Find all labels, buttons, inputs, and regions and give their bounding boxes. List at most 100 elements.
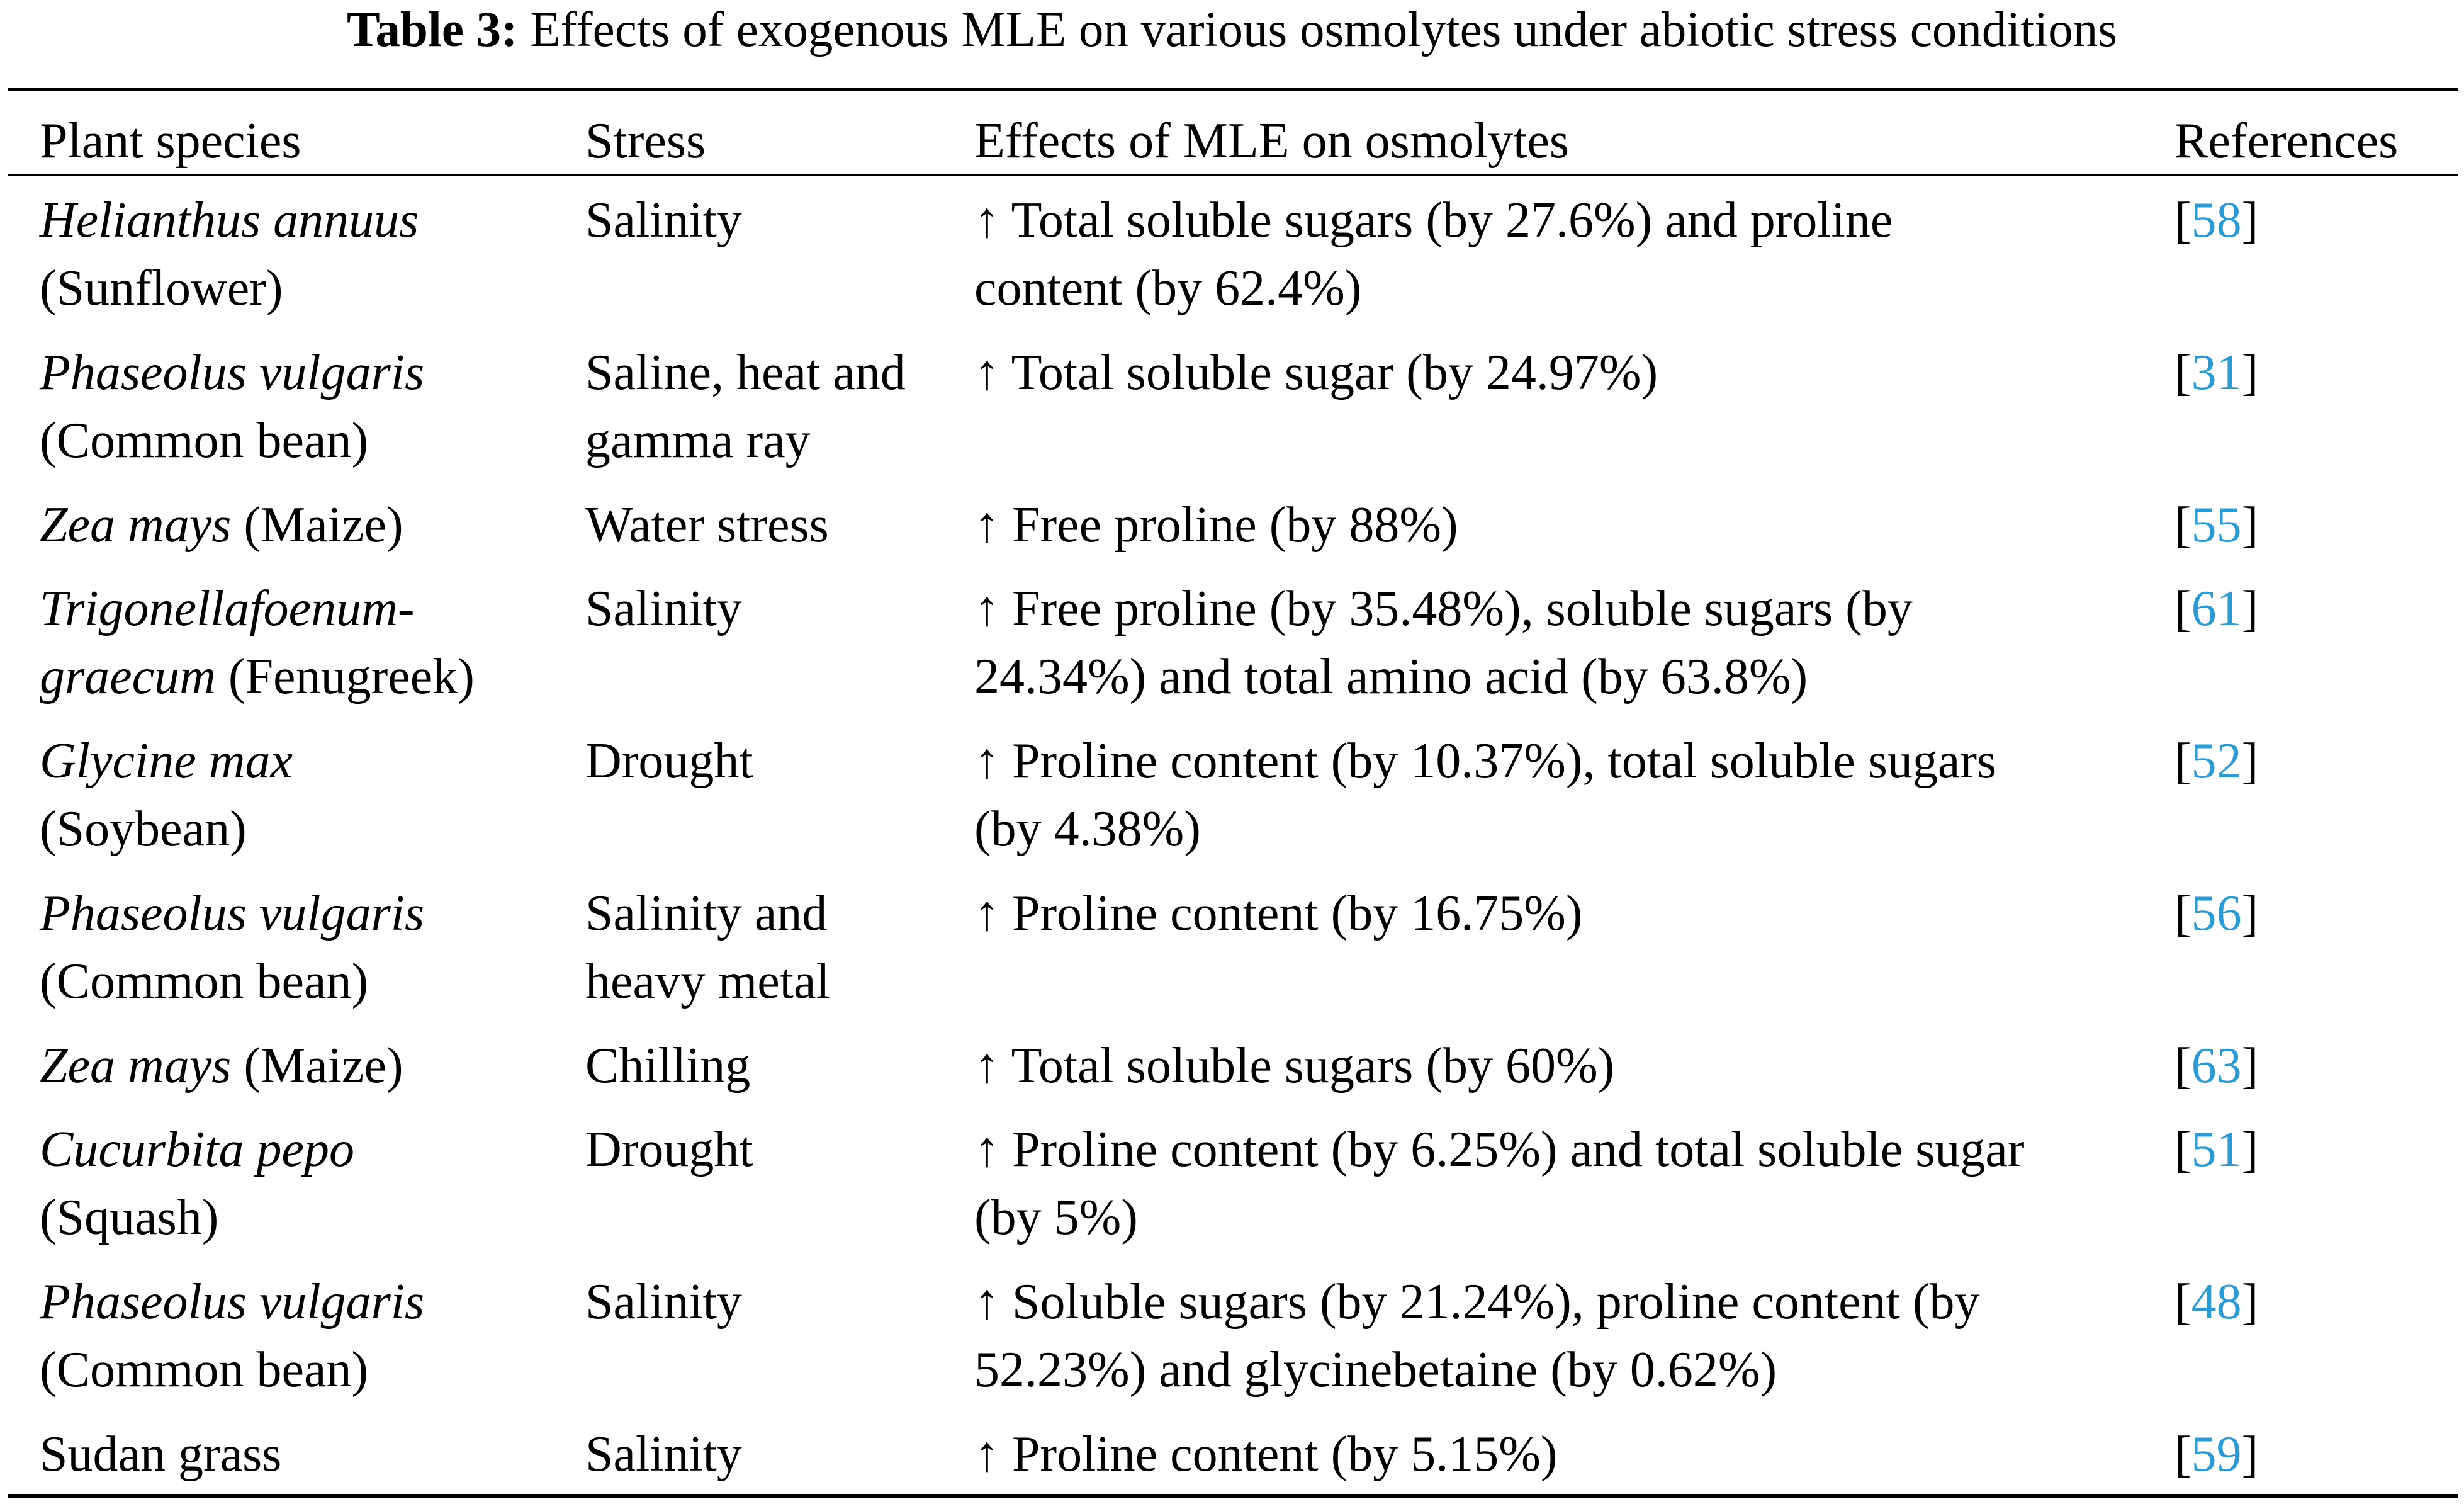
reference-link[interactable]: 58	[2191, 193, 2242, 248]
up-arrow-icon: ↑	[974, 886, 999, 941]
effect-line-2: 52.23%) and glycinebetaine (by 0.62%)	[974, 1342, 1777, 1398]
species-common-name: (Fenugreek)	[215, 649, 475, 704]
bracket-close: ]	[2241, 497, 2259, 553]
stress-line-1: Salinity	[585, 581, 742, 636]
reference-cell: [52]	[2174, 727, 2258, 795]
species-line-2: (Common bean)	[40, 1336, 368, 1404]
species-line-2: (Common bean)	[40, 947, 368, 1015]
reference-link[interactable]: 31	[2191, 345, 2242, 400]
bracket-open: [	[2174, 886, 2191, 941]
header-plant-species: Plant species	[40, 113, 301, 169]
table-caption: Table 3: Effects of exogenous MLE on var…	[0, 0, 2464, 60]
effect-line-2: (by 5%)	[974, 1190, 1138, 1245]
species-scientific-name: Phaseolus vulgaris	[40, 886, 425, 941]
species-line-2: (Sunflower)	[40, 254, 283, 322]
stress-line-1: Chilling	[585, 1038, 751, 1094]
species-common-name: (Maize)	[231, 497, 403, 553]
species-name: Sudan grass	[40, 1427, 282, 1482]
effect-line-2: (by 4.38%)	[974, 801, 1201, 857]
table-bottom-rule	[8, 1494, 2458, 1498]
stress-line-2: gamma ray	[585, 413, 811, 468]
species-line-1: Trigonellafoenum-	[40, 575, 415, 643]
stress-line-1: Drought	[585, 733, 753, 789]
bracket-open: [	[2174, 345, 2191, 400]
reference-link[interactable]: 61	[2191, 581, 2242, 636]
stress-line-1: Salinity	[585, 193, 742, 248]
reference-link[interactable]: 55	[2191, 497, 2242, 553]
bracket-open: [	[2174, 1427, 2191, 1482]
species-common-name: (Common bean)	[40, 413, 369, 468]
table-caption-text: Effects of exogenous MLE on various osmo…	[530, 3, 2117, 57]
reference-link[interactable]: 52	[2191, 733, 2242, 789]
species-line-2: (Soybean)	[40, 795, 247, 863]
bracket-close: ]	[2241, 733, 2259, 789]
effect-line-1: ↑ Proline content (by 10.37%), total sol…	[974, 727, 1996, 795]
species-common-name: (Common bean)	[40, 954, 369, 1009]
species-line-1: Helianthus annuus	[40, 186, 419, 254]
bracket-close: ]	[2241, 193, 2259, 248]
effect-line-1: ↑ Total soluble sugar (by 24.97%)	[974, 339, 1658, 407]
species-line-1: Glycine max	[40, 727, 293, 795]
effect-line-2: 24.34%) and total amino acid (by 63.8%)	[974, 649, 1808, 704]
reference-cell: [48]	[2174, 1268, 2258, 1336]
species-line-1: Phaseolus vulgaris	[40, 339, 424, 407]
reference-link[interactable]: 56	[2191, 886, 2242, 941]
effect-line-1: ↑ Proline content (by 16.75%)	[974, 879, 1582, 947]
effect-text: Proline content (by 5.15%)	[1012, 1427, 1558, 1482]
up-arrow-icon: ↑	[974, 1427, 999, 1482]
species-scientific-name: Phaseolus vulgaris	[40, 345, 425, 400]
effect-line-2: content (by 62.4%)	[974, 261, 1362, 316]
up-arrow-icon: ↑	[974, 581, 999, 636]
species-scientific-name: Cucurbita pepo	[40, 1122, 354, 1177]
up-arrow-icon: ↑	[974, 193, 999, 248]
stress-line-1: Water stress	[585, 497, 829, 553]
bracket-open: [	[2174, 1274, 2191, 1330]
reference-cell: [61]	[2174, 575, 2258, 643]
bracket-close: ]	[2241, 581, 2259, 636]
stress-line-1: Salinity	[585, 1274, 742, 1330]
stress-line-1: Salinity	[585, 1427, 742, 1482]
species-common-name: (Maize)	[231, 1038, 403, 1094]
bracket-close: ]	[2241, 1274, 2259, 1330]
species-scientific-name: Zea mays	[40, 1038, 232, 1094]
bracket-close: ]	[2241, 1038, 2259, 1094]
up-arrow-icon: ↑	[974, 1274, 999, 1330]
bracket-open: [	[2174, 193, 2191, 248]
reference-link[interactable]: 48	[2191, 1274, 2242, 1330]
up-arrow-icon: ↑	[974, 1122, 999, 1177]
effect-text: Total soluble sugar (by 24.97%)	[1011, 345, 1658, 400]
reference-link[interactable]: 59	[2191, 1427, 2242, 1482]
species-line-1: Phaseolus vulgaris	[40, 879, 424, 947]
header-references: References	[2174, 113, 2399, 169]
bracket-close: ]	[2241, 1427, 2259, 1482]
reference-cell: [59]	[2174, 1420, 2258, 1488]
table-caption-label: Table 3:	[347, 3, 518, 57]
species-scientific-name: Glycine max	[40, 733, 293, 789]
effect-text: Proline content (by 16.75%)	[1012, 886, 1583, 941]
effect-text: Proline content (by 10.37%), total solub…	[1012, 733, 1997, 789]
reference-cell: [55]	[2174, 491, 2258, 559]
stress-line-1: Drought	[585, 1122, 753, 1177]
reference-link[interactable]: 63	[2191, 1038, 2242, 1094]
effect-text: Free proline (by 35.48%), soluble sugars…	[1012, 581, 1913, 636]
bracket-open: [	[2174, 1122, 2191, 1177]
up-arrow-icon: ↑	[974, 733, 999, 789]
up-arrow-icon: ↑	[974, 345, 999, 400]
species-common-name: (Sunflower)	[40, 261, 283, 316]
bracket-close: ]	[2241, 345, 2259, 400]
reference-link[interactable]: 51	[2191, 1122, 2242, 1177]
effect-line-1: ↑ Total soluble sugars (by 27.6%) and pr…	[974, 186, 1893, 254]
effect-text: Free proline (by 88%)	[1012, 497, 1458, 553]
up-arrow-icon: ↑	[974, 1038, 999, 1094]
species-line-1: Zea mays (Maize)	[40, 1032, 403, 1100]
reference-cell: [31]	[2174, 339, 2258, 407]
species-line-2: (Common bean)	[40, 407, 368, 475]
species-line-1: Cucurbita pepo	[40, 1116, 354, 1184]
effect-line-1: ↑ Free proline (by 35.48%), soluble suga…	[974, 575, 1913, 643]
effect-text: Total soluble sugars (by 27.6%) and prol…	[1011, 193, 1893, 248]
species-common-name: (Squash)	[40, 1190, 219, 1245]
reference-cell: [58]	[2174, 186, 2258, 254]
effect-text: Total soluble sugars (by 60%)	[1011, 1038, 1615, 1094]
species-line-2: (Squash)	[40, 1184, 218, 1252]
effect-line-1: ↑ Soluble sugars (by 21.24%), proline co…	[974, 1268, 1980, 1336]
